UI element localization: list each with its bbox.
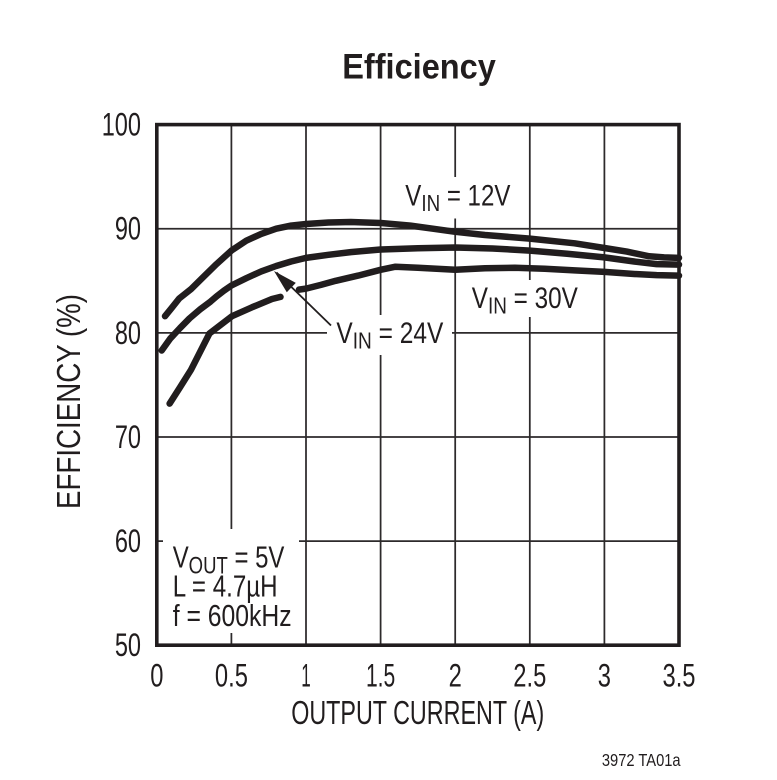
x-tick-label-3.5: 3.5 bbox=[663, 657, 696, 693]
x-tick-label-0.5: 0.5 bbox=[215, 657, 248, 693]
series-1-label-subscript: IN bbox=[353, 329, 372, 354]
halo-vin-24v bbox=[327, 315, 452, 355]
figure-number: 3972 TA01a bbox=[602, 751, 681, 770]
annotation-arrow bbox=[274, 271, 332, 327]
y-axis-title: EFFICIENCY (%) bbox=[49, 294, 87, 509]
y-tick-label-100: 100 bbox=[102, 107, 141, 142]
x-tick-label-0: 0 bbox=[150, 657, 163, 693]
x-tick-label-2.5: 2.5 bbox=[513, 657, 546, 693]
chart-title: Efficiency bbox=[342, 47, 496, 86]
series-label-vin-24v: VIN = 24V bbox=[336, 316, 443, 354]
halo-vin-30v bbox=[464, 280, 585, 317]
y-tick-label-50: 50 bbox=[115, 628, 141, 663]
series-2-label-rest: = 30V bbox=[507, 282, 578, 315]
y-tick-label-70: 70 bbox=[115, 420, 141, 455]
arrow-head bbox=[274, 271, 296, 293]
plot-border bbox=[155, 122, 681, 647]
y-tick-label-60: 60 bbox=[115, 524, 141, 559]
label-halos bbox=[163, 177, 585, 633]
series-0-label-subscript: IN bbox=[421, 191, 440, 216]
series-label-vin-12v: VIN = 12V bbox=[405, 179, 510, 216]
series-2-label-main: V bbox=[472, 282, 488, 315]
y-tick-label-90: 90 bbox=[115, 211, 141, 246]
halo-vin-12v bbox=[396, 177, 517, 219]
curve-vin-30v bbox=[295, 263, 683, 293]
condition-vout-main: V bbox=[173, 540, 189, 575]
condition-vout: VOUT = 5V bbox=[173, 540, 285, 580]
condition-vout-rest: = 5V bbox=[228, 540, 285, 575]
halo-conditions bbox=[163, 529, 299, 633]
condition-frequency: f = 600kHz bbox=[173, 598, 292, 632]
condition-vout-subscript: OUT bbox=[189, 552, 228, 579]
condition-inductor: L = 4.7µH bbox=[173, 569, 278, 604]
series-0-label-rest: = 12V bbox=[440, 179, 510, 212]
series-0-label-main: V bbox=[405, 179, 421, 212]
curve-vin-12v bbox=[161, 218, 683, 320]
series-label-vin-30v: VIN = 30V bbox=[472, 282, 578, 319]
series-1-label-main: V bbox=[336, 316, 352, 350]
x-tick-label-1: 1 bbox=[301, 659, 311, 694]
curve-vin-24v bbox=[158, 244, 683, 354]
x-tick-label-1.5: 1.5 bbox=[366, 657, 395, 694]
x-axis-title: OUTPUT CURRENT (A) bbox=[291, 695, 544, 732]
y-tick-label-80: 80 bbox=[115, 315, 141, 350]
axis-tick-labels: 100 90 80 70 60 50 0 0.5 1 1.5 2 2.5 3 3.5 bbox=[102, 107, 696, 694]
series-1-label-rest: = 24V bbox=[372, 316, 443, 350]
curve-vin-30v bbox=[166, 293, 284, 407]
x-tick-label-3: 3 bbox=[598, 657, 611, 693]
x-tick-label-2: 2 bbox=[449, 657, 462, 693]
data-curves bbox=[158, 218, 683, 407]
series-2-label-subscript: IN bbox=[488, 294, 507, 319]
